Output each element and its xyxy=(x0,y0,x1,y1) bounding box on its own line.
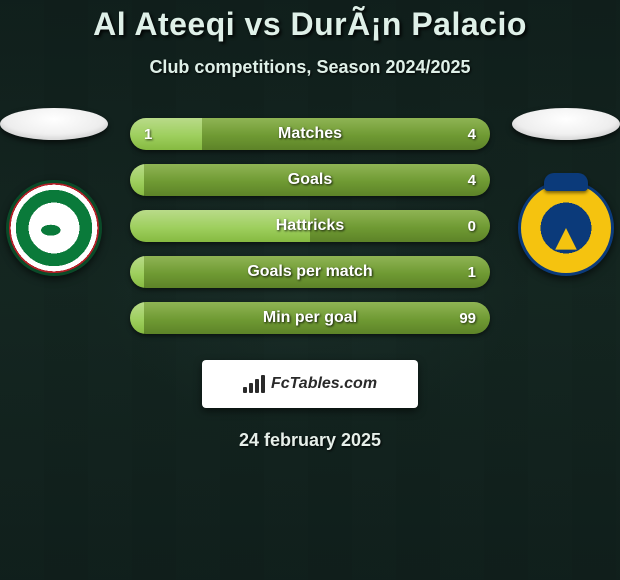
left-team-crest-icon xyxy=(6,180,102,276)
comparison-card: Al Ateeqi vs DurÃ¡n Palacio Club competi… xyxy=(0,0,620,580)
right-player-silhouette xyxy=(512,108,620,140)
stat-value-right: 0 xyxy=(468,218,476,235)
page-title: Al Ateeqi vs DurÃ¡n Palacio xyxy=(93,6,527,43)
stat-bar: 99Min per goal xyxy=(130,302,490,334)
stat-seg-right: 4 xyxy=(144,164,490,196)
stat-seg-left: 1 xyxy=(130,118,202,150)
stat-seg-right: 4 xyxy=(202,118,490,150)
stat-seg-right: 0 xyxy=(310,210,490,242)
right-team-crest-icon xyxy=(518,180,614,276)
stat-seg-left xyxy=(130,302,144,334)
right-player-column xyxy=(512,108,620,276)
stat-bar: 0Hattricks xyxy=(130,210,490,242)
left-player-column xyxy=(0,108,108,276)
stat-seg-left xyxy=(130,256,144,288)
left-player-silhouette xyxy=(0,108,108,140)
bar-chart-icon xyxy=(243,375,265,393)
stat-value-right: 1 xyxy=(468,264,476,281)
date-footer: 24 february 2025 xyxy=(239,430,381,451)
stat-value-left: 1 xyxy=(144,126,152,143)
brand-label: FcTables.com xyxy=(271,375,377,393)
stat-value-right: 4 xyxy=(468,172,476,189)
stat-seg-left xyxy=(130,164,144,196)
stat-value-right: 4 xyxy=(468,126,476,143)
brand-badge: FcTables.com xyxy=(202,360,418,408)
stat-bar: 14Matches xyxy=(130,118,490,150)
stat-bars: 14Matches4Goals0Hattricks1Goals per matc… xyxy=(130,118,490,334)
stat-value-right: 99 xyxy=(459,310,476,327)
stat-seg-right: 99 xyxy=(144,302,490,334)
comparison-body: 14Matches4Goals0Hattricks1Goals per matc… xyxy=(0,118,620,334)
subtitle: Club competitions, Season 2024/2025 xyxy=(149,57,470,78)
stat-seg-left xyxy=(130,210,310,242)
stat-bar: 4Goals xyxy=(130,164,490,196)
stat-seg-right: 1 xyxy=(144,256,490,288)
stat-bar: 1Goals per match xyxy=(130,256,490,288)
